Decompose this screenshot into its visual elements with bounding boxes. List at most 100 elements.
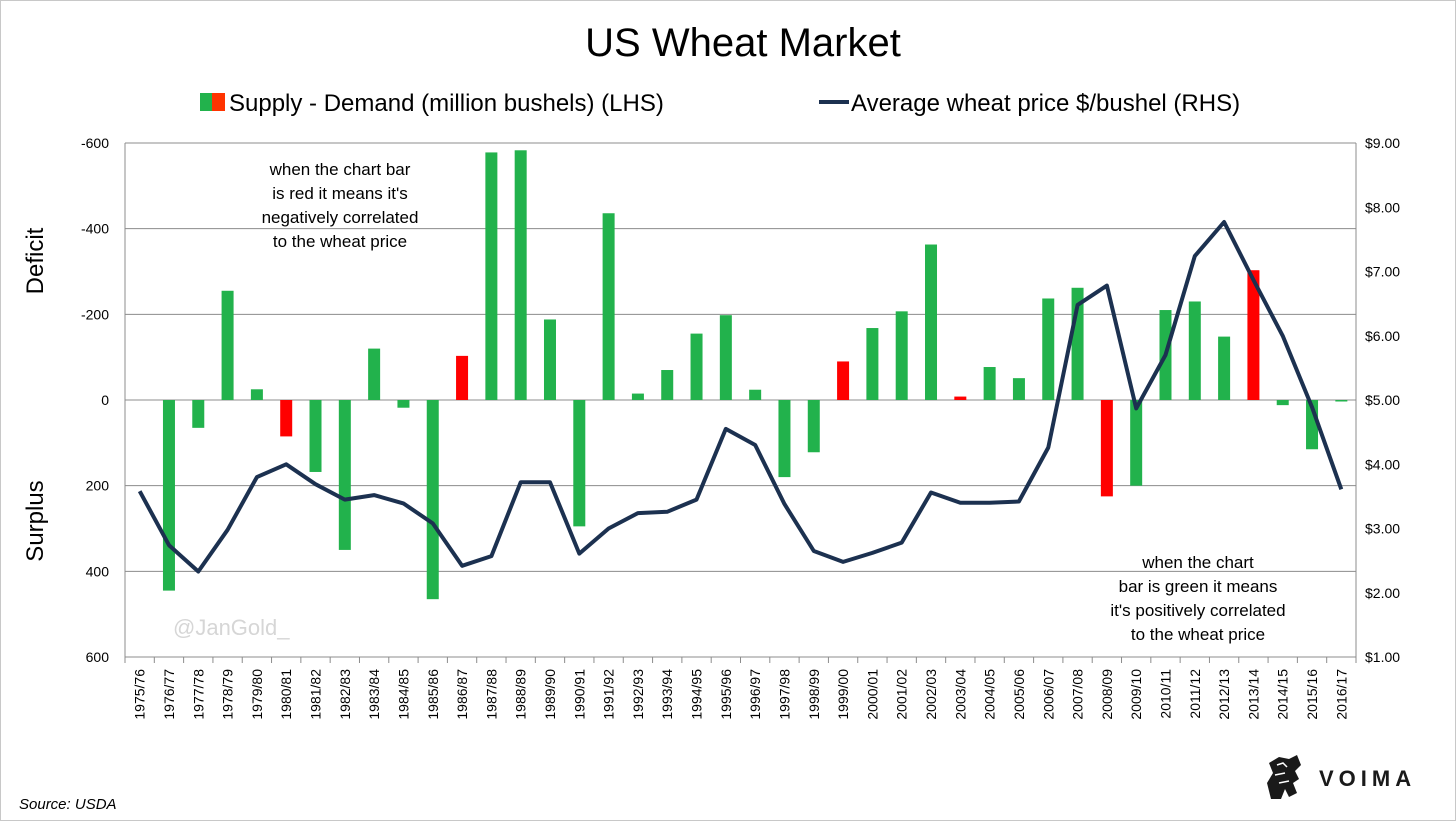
bar bbox=[309, 400, 322, 472]
category-label: 1979/80 bbox=[249, 669, 265, 720]
category-labels: 1975/76 1976/77 1977/78 1978/79 1979/80 1980/… bbox=[132, 669, 1350, 720]
source-note: Source: USDA bbox=[19, 796, 117, 813]
category-label: 2000/01 bbox=[864, 669, 880, 720]
category-label: 1990/91 bbox=[571, 669, 587, 720]
right-tick-label: $3.00 bbox=[1365, 521, 1400, 537]
category-label: 1985/86 bbox=[425, 669, 441, 720]
category-label: 1993/94 bbox=[659, 669, 675, 720]
category-label: 1976/77 bbox=[161, 669, 177, 720]
category-label: 2002/03 bbox=[923, 669, 939, 720]
bar bbox=[1130, 400, 1143, 486]
chart-title: US Wheat Market bbox=[585, 21, 901, 65]
annotation-line: is red it means it's bbox=[272, 184, 408, 203]
bar bbox=[1276, 400, 1289, 406]
annotation-line: when the chart bbox=[1141, 553, 1254, 572]
bar bbox=[807, 400, 820, 453]
bar bbox=[749, 389, 762, 400]
bar bbox=[954, 396, 967, 400]
bar bbox=[485, 152, 498, 400]
lion-logo-icon bbox=[1267, 755, 1301, 799]
category-label: 1977/78 bbox=[190, 669, 206, 720]
right-axis-ticks: $9.00 $8.00 $7.00 $6.00 $5.00 $4.00 $3.00 $2.00… bbox=[1365, 135, 1400, 665]
bar bbox=[426, 400, 439, 600]
bar bbox=[368, 348, 381, 400]
category-label: 1988/89 bbox=[513, 669, 529, 720]
legend-swatch-green bbox=[200, 93, 212, 111]
category-label: 1991/92 bbox=[601, 669, 617, 720]
bars bbox=[162, 150, 1348, 600]
category-label: 1987/88 bbox=[483, 669, 499, 720]
bar bbox=[192, 400, 205, 428]
bar bbox=[690, 333, 703, 400]
annotation-line: bar is green it means bbox=[1119, 577, 1278, 596]
category-label: 2003/04 bbox=[952, 669, 968, 720]
bar bbox=[250, 389, 263, 400]
right-tick-label: $2.00 bbox=[1365, 585, 1400, 601]
category-label: 1989/90 bbox=[542, 669, 558, 720]
bar bbox=[514, 150, 527, 400]
category-label: 1981/82 bbox=[308, 669, 324, 720]
category-label: 1996/97 bbox=[747, 669, 763, 720]
category-label: 1997/98 bbox=[776, 669, 792, 720]
bar bbox=[1335, 400, 1348, 402]
category-label: 1984/85 bbox=[395, 669, 411, 720]
bar bbox=[719, 315, 732, 400]
legend-bar-label: Supply - Demand (million bushels) (LHS) bbox=[229, 90, 664, 117]
left-tick-label: -200 bbox=[81, 306, 109, 322]
bar bbox=[397, 400, 410, 408]
category-label: 1992/93 bbox=[630, 669, 646, 720]
category-label: 2004/05 bbox=[982, 669, 998, 720]
price-line-group bbox=[137, 220, 1344, 574]
bar bbox=[1100, 400, 1113, 497]
legend-swatch-red bbox=[212, 93, 225, 111]
right-tick-label: $8.00 bbox=[1365, 199, 1400, 215]
bar bbox=[1042, 298, 1055, 400]
right-tick-label: $7.00 bbox=[1365, 264, 1400, 280]
bar bbox=[573, 400, 586, 527]
left-tick-label: -600 bbox=[81, 135, 109, 151]
right-tick-label: $6.00 bbox=[1365, 328, 1400, 344]
category-label: 1995/96 bbox=[718, 669, 734, 720]
deficit-label: Deficit bbox=[22, 227, 49, 294]
bar bbox=[1188, 301, 1201, 400]
annotation-line: it's positively correlated bbox=[1110, 601, 1285, 620]
bar bbox=[456, 355, 469, 400]
right-tick-label: $9.00 bbox=[1365, 135, 1400, 151]
left-tick-label: 200 bbox=[86, 478, 110, 494]
bar bbox=[543, 319, 556, 400]
bar bbox=[778, 400, 791, 478]
bar bbox=[895, 311, 908, 400]
category-label: 1978/79 bbox=[220, 669, 236, 720]
annotation-line: to the wheat price bbox=[1131, 625, 1265, 644]
category-label: 1983/84 bbox=[366, 669, 382, 720]
category-label: 2005/06 bbox=[1011, 669, 1027, 720]
category-label: 2008/09 bbox=[1099, 669, 1115, 720]
bar bbox=[602, 213, 615, 400]
legend: Supply - Demand (million bushels) (LHS) … bbox=[200, 90, 1240, 117]
category-label: 2010/11 bbox=[1157, 669, 1173, 719]
bar bbox=[925, 244, 938, 400]
left-tick-label: 0 bbox=[101, 392, 109, 408]
watermark-handle: @JanGold_ bbox=[173, 615, 290, 640]
bar bbox=[162, 400, 175, 591]
category-label: 2013/14 bbox=[1245, 669, 1261, 720]
bar bbox=[1247, 270, 1260, 400]
price-line bbox=[137, 220, 1344, 574]
category-label: 2016/17 bbox=[1333, 669, 1349, 720]
category-label: 2011/12 bbox=[1187, 669, 1203, 719]
bar bbox=[983, 367, 996, 400]
legend-line-label: Average wheat price $/bushel (RHS) bbox=[851, 90, 1240, 117]
left-tick-label: 600 bbox=[86, 649, 110, 665]
category-label: 1998/99 bbox=[806, 669, 822, 720]
category-label: 2007/08 bbox=[1070, 669, 1086, 720]
right-tick-label: $5.00 bbox=[1365, 392, 1400, 408]
category-label: 1994/95 bbox=[689, 669, 705, 720]
annotation-line: negatively correlated bbox=[262, 208, 419, 227]
brand-name: VOIMA bbox=[1319, 766, 1416, 791]
left-tick-label: 400 bbox=[86, 563, 110, 579]
left-axis-ticks: -600 -400 -200 0 200 400 600 bbox=[81, 135, 109, 665]
bar bbox=[631, 393, 644, 400]
category-label: 1999/00 bbox=[835, 669, 851, 720]
